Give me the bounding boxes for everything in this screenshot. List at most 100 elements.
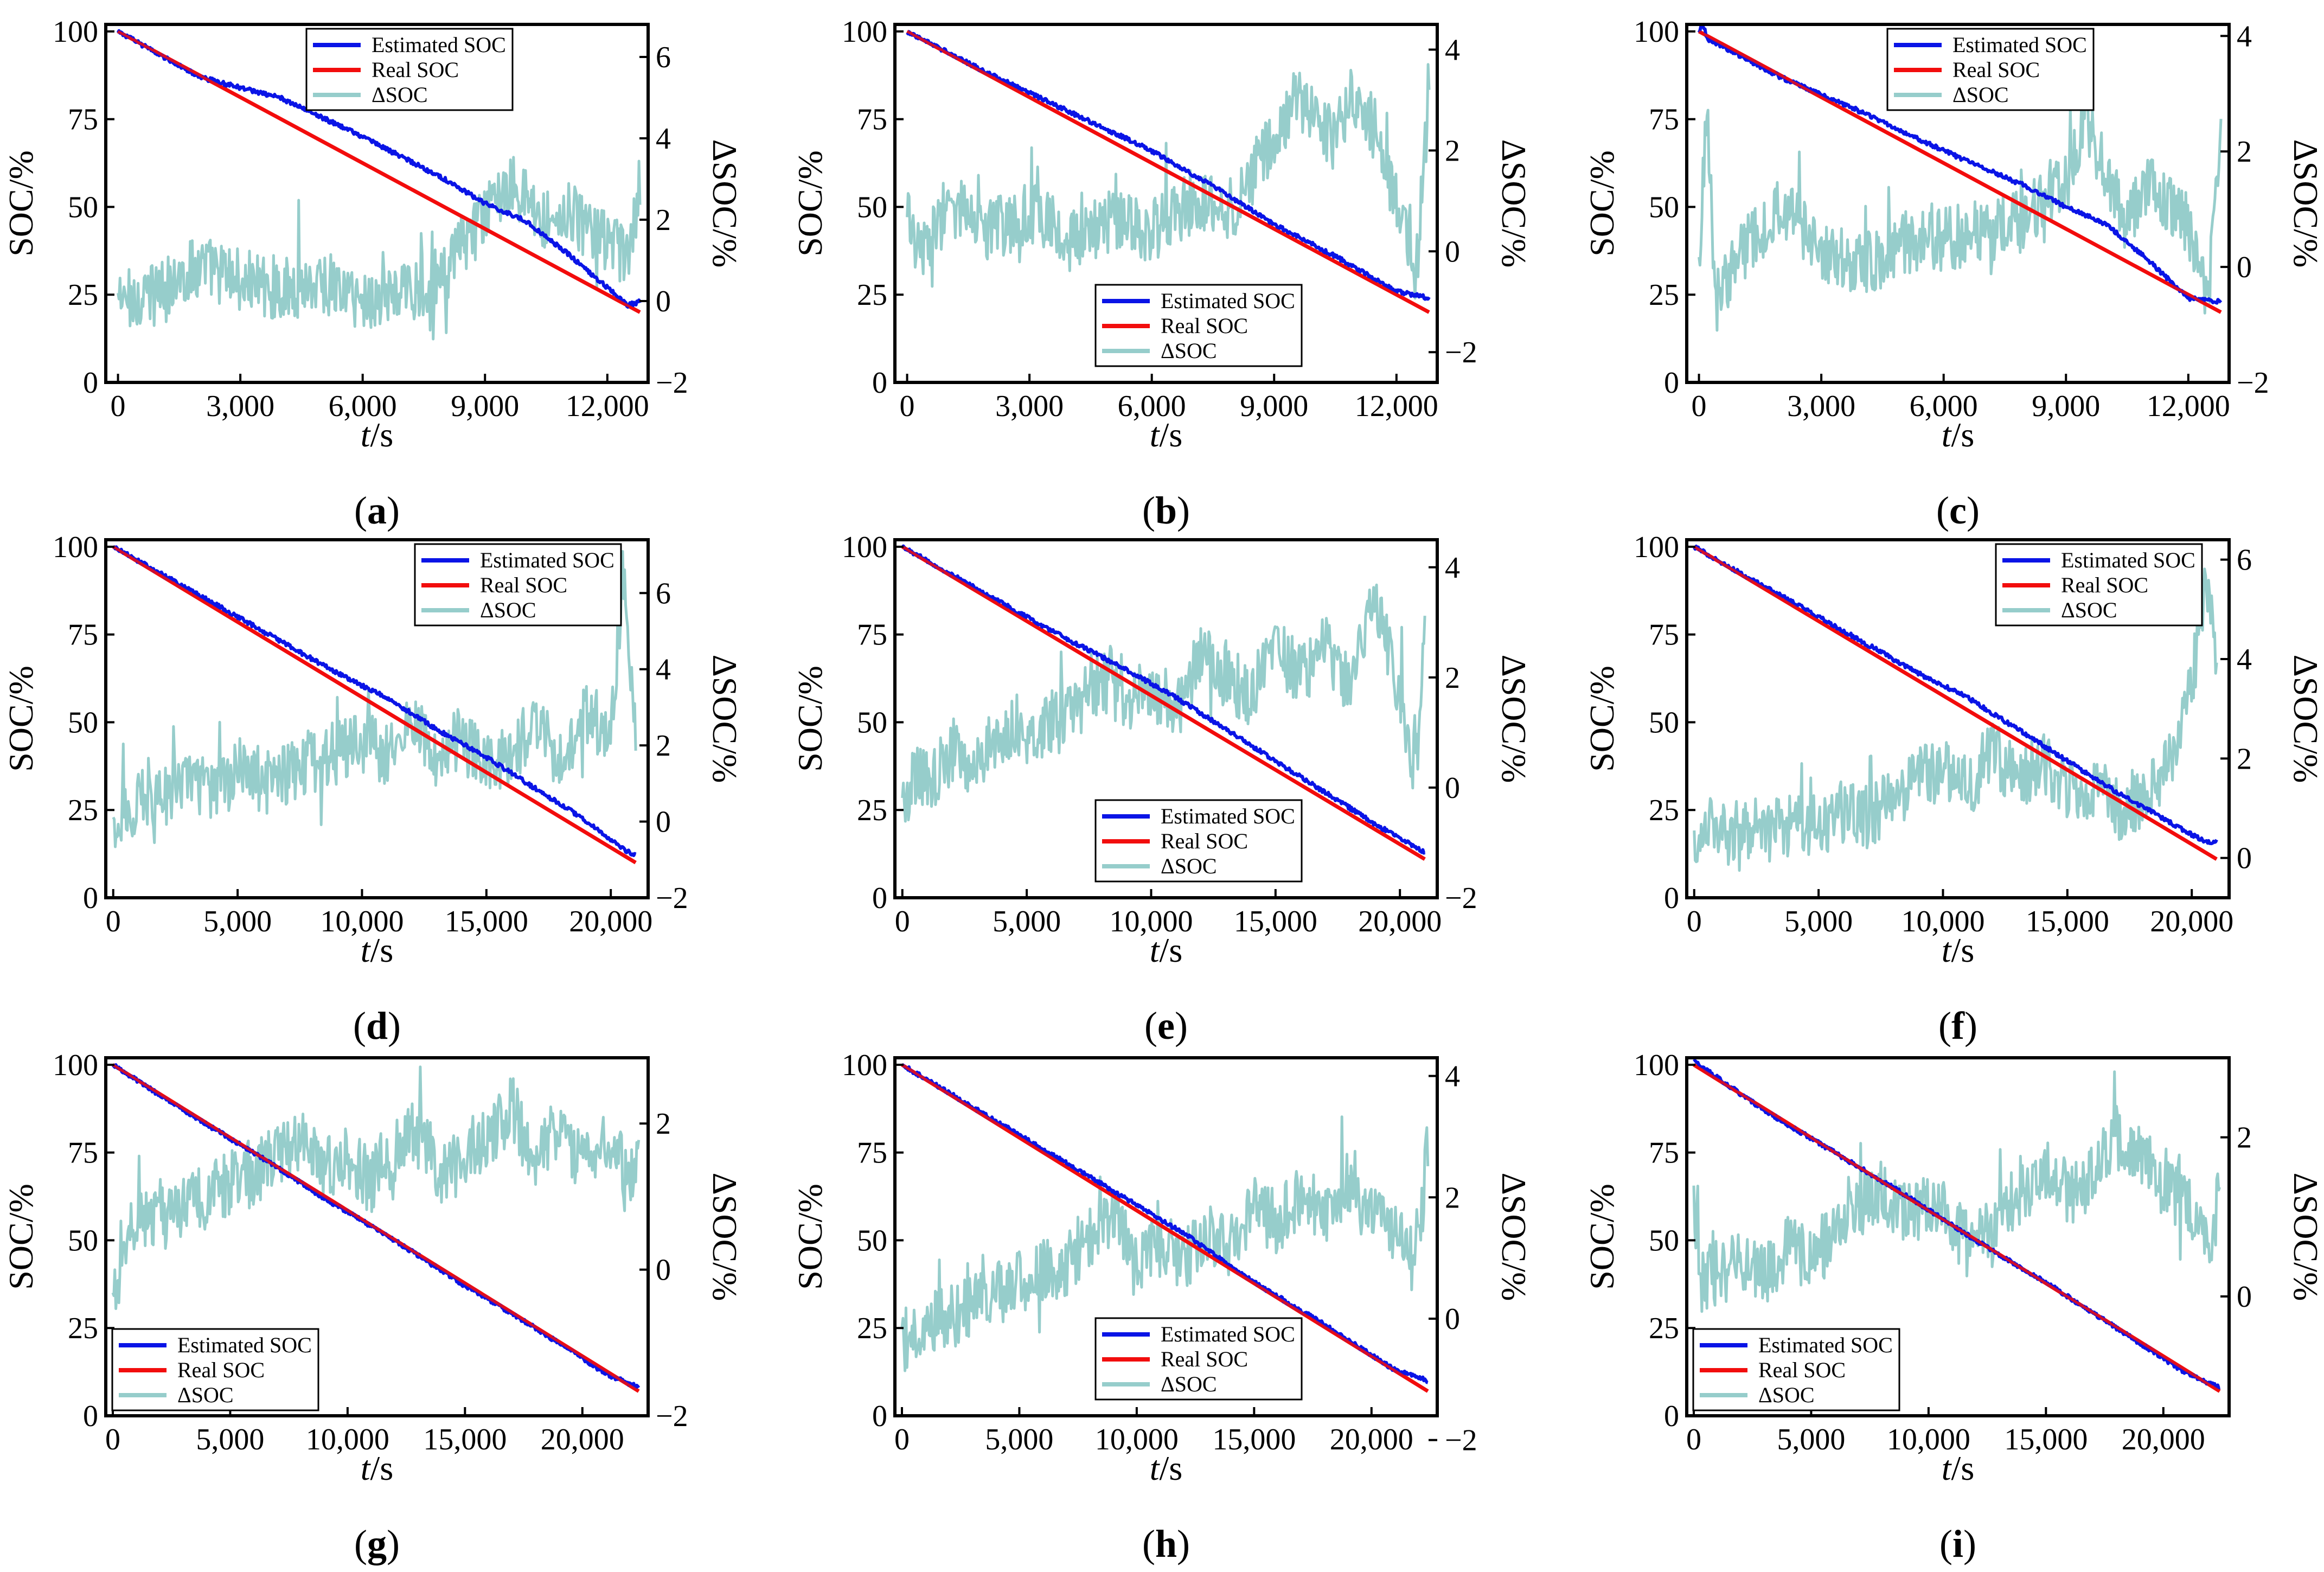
panel-e: 0 5,000 10,000 15,000 20,000 0 25 50 75 100 −2 0 2 4 t… <box>791 531 1533 1047</box>
y-tick-label: 75 <box>1649 1136 1679 1170</box>
real-soc-line-overlay <box>901 1063 1429 1392</box>
legend-entry: ΔSOC <box>372 82 428 107</box>
y-tick-label: 25 <box>857 278 887 312</box>
y-tick-label: 0 <box>872 881 887 915</box>
plot-area <box>1693 544 2218 872</box>
y-tick-label: 25 <box>1649 278 1679 312</box>
real-soc-line-overlay <box>117 30 641 314</box>
estimated-soc-line <box>112 545 637 858</box>
y-tick-label: 100 <box>53 1049 98 1082</box>
y-tick-label: 25 <box>68 794 98 827</box>
plot-frame <box>104 1056 650 1417</box>
legend-entry: ΔSOC <box>2061 598 2117 622</box>
panel-f: 0 5,000 10,000 15,000 20,00002550751000246t/… <box>1583 531 2324 1047</box>
x-axis-title: t/s <box>1942 931 1974 969</box>
real-soc-line-overlay <box>112 1063 639 1392</box>
y2-axis-title: ΔSOC/% <box>706 655 744 783</box>
panel-label: (g) <box>354 1522 400 1565</box>
x-tick-label: 5,000 <box>196 1423 264 1456</box>
y2-tick-label: −2 <box>1445 336 1477 369</box>
legend-entry: Estimated SOC <box>372 33 506 57</box>
y-tick-label: 100 <box>53 531 98 564</box>
y-axis-title: SOC/% <box>791 150 829 257</box>
plot-area <box>1692 1059 2221 1393</box>
panel-h: 0 5,000 10,000 15,000 20,000 0 25 50 75 100 −2 0 2 4 t… <box>791 1049 1533 1565</box>
x-tick-label: 10,000 <box>320 905 404 938</box>
y-tick-label: 25 <box>857 794 887 827</box>
legend-entry: ΔSOC <box>1161 1372 1217 1396</box>
y-tick-label: 100 <box>842 531 887 564</box>
x-tick-label: 5,000 <box>993 905 1061 938</box>
x-tick-label: 5,000 <box>985 1423 1053 1456</box>
legend-entry: Estimated SOC <box>1161 804 1295 828</box>
y2-tick-label: 4 <box>1445 33 1460 67</box>
y2-tick-label: 2 <box>656 729 671 763</box>
x-axis-title: t/s <box>1150 416 1182 454</box>
x-tick-label: 20,000 <box>2122 1423 2205 1456</box>
y-tick-label: 75 <box>68 103 98 137</box>
y-axis-title: SOC/% <box>1583 150 1621 257</box>
x-tick-label: 10,000 <box>1887 1423 1970 1456</box>
legend-entry: Real SOC <box>1952 57 2040 82</box>
x-tick-label: 15,000 <box>1212 1423 1296 1456</box>
real-soc-line-overlay <box>1693 545 2218 860</box>
x-tick-label: 15,000 <box>445 905 528 938</box>
estimated-soc-line <box>901 544 1426 855</box>
delta-soc-line <box>117 156 642 341</box>
legend-entry: ΔSOC <box>177 1383 234 1407</box>
panel-label: (a) <box>354 489 400 532</box>
panel-c: 0 3,000 6,000 9,000 12,000 0 25 50 75 100 −2 0 2 4 t/s… <box>1583 15 2324 532</box>
delta-soc-line <box>111 1065 641 1310</box>
legend-entry: ΔSOC <box>1952 82 2009 107</box>
y-tick-label: 75 <box>1649 618 1679 652</box>
legend-entry: Estimated SOC <box>480 548 614 572</box>
panel-i: 0 5,000 10,000 15,000 20,000 0 25 50 75 100 0 2 t/s S… <box>1583 1049 2324 1565</box>
y2-tick-label: −2 <box>1445 1424 1477 1458</box>
y-tick-label: 25 <box>1649 794 1679 827</box>
y-tick-label: 25 <box>68 278 98 312</box>
y-tick-label: 50 <box>68 706 98 739</box>
y2-axis-title: ΔSOC/% <box>2287 1173 2324 1301</box>
real-soc-line-overlay <box>1698 30 2222 314</box>
y2-tick-label: 6 <box>2237 544 2252 577</box>
y2-axis-title: ΔSOC/% <box>1495 655 1533 783</box>
x-tick-label: 5,000 <box>203 905 272 938</box>
y-tick-label: 100 <box>842 1049 887 1082</box>
x-axis-title: t/s <box>1942 416 1974 454</box>
y-tick-label: 50 <box>857 706 887 739</box>
plot-frame <box>1685 538 2231 899</box>
estimated-soc-line <box>906 30 1431 301</box>
plot-area <box>906 29 1431 314</box>
x-tick-label: 10,000 <box>1901 905 1984 938</box>
y2-tick-label: 0 <box>656 806 671 839</box>
y2-tick-label: 2 <box>656 203 671 237</box>
y-tick-label: 50 <box>68 190 98 224</box>
y-tick-label: 0 <box>83 366 98 400</box>
y-tick-label: 25 <box>857 1312 887 1345</box>
panel-a: 0 3,000 6,000 9,000 12,000 0 25 50 75 100 −2 0 2 4 6 t/… <box>2 15 744 532</box>
y2-axis-title: ΔSOC/% <box>706 139 744 268</box>
y-tick-label: 100 <box>53 15 98 49</box>
y2-axis-title: ΔSOC/% <box>1495 139 1533 268</box>
x-tick-label: 20,000 <box>569 905 652 938</box>
y-tick-label: 100 <box>1634 15 1679 49</box>
estimated-soc-line <box>1693 544 2218 846</box>
y2-tick-label: 4 <box>2237 20 2252 53</box>
real-soc-line-overlay <box>906 30 1430 314</box>
y-axis-title: SOC/% <box>2 150 40 257</box>
y2-tick-label: 2 <box>656 1107 671 1141</box>
x-tick-label: 6,000 <box>329 389 397 423</box>
y-tick-label: 75 <box>68 1136 98 1170</box>
delta-soc-line <box>1692 1070 2221 1313</box>
x-tick-label: 3,000 <box>995 389 1064 423</box>
x-tick-label: 0 <box>900 389 915 423</box>
real-soc-line-overlay <box>1693 1063 2220 1392</box>
y2-axis-title: ΔSOC/% <box>1495 1173 1533 1301</box>
plot-area <box>1697 24 2223 332</box>
y2-tick-label: 4 <box>656 122 671 156</box>
